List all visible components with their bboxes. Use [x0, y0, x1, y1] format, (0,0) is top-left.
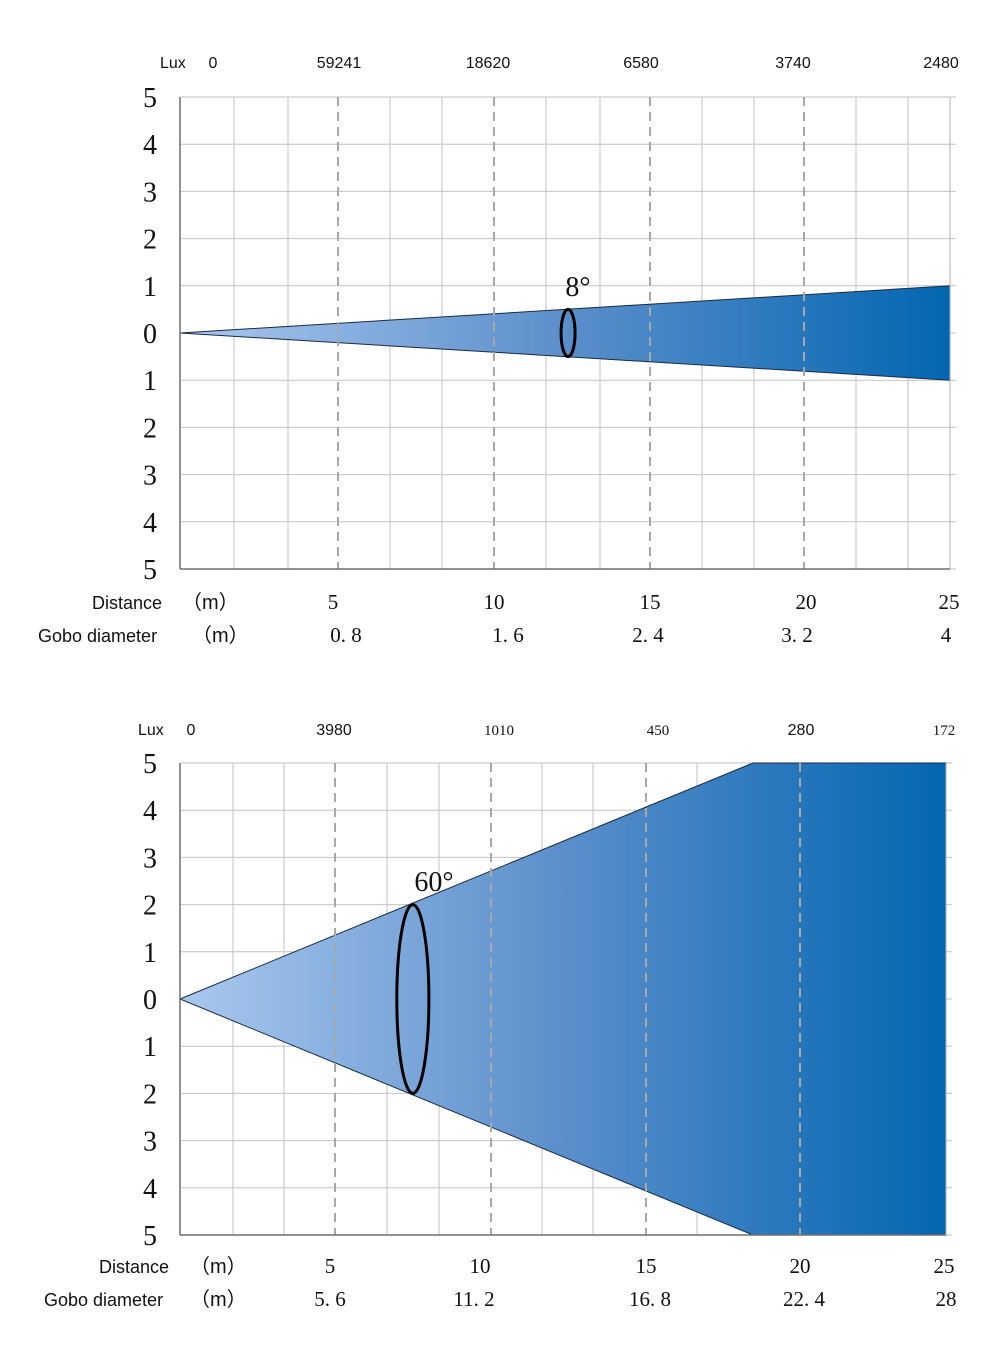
y-tick-label: 5 — [143, 1221, 157, 1252]
y-tick-label: 2 — [143, 413, 157, 444]
beam-cone — [178, 762, 947, 1236]
y-tick-label: 5 — [143, 83, 157, 114]
y-tick-label: 3 — [143, 461, 157, 492]
lux-value: 6580 — [623, 55, 659, 72]
distance-value: 20 — [790, 1254, 811, 1278]
y-tick-label: 3 — [143, 843, 157, 874]
distance-value: 10 — [470, 1254, 491, 1278]
y-tick-label: 2 — [143, 891, 157, 922]
gobo-diameter-value: 4 — [941, 623, 952, 647]
y-tick-label: 0 — [143, 985, 157, 1016]
gobo-diameter-value: 5. 6 — [314, 1287, 346, 1311]
y-tick-label: 4 — [143, 796, 157, 827]
distance-value: 15 — [640, 590, 661, 614]
distance-label: Distance — [99, 1257, 169, 1277]
y-tick-label: 3 — [143, 177, 157, 208]
lux-value: 2480 — [923, 55, 959, 72]
y-tick-label: 1 — [143, 938, 157, 969]
gobo-diameter-value: 22. 4 — [783, 1287, 826, 1311]
y-tick-label: 5 — [143, 555, 157, 586]
y-tick-label: 3 — [143, 1127, 157, 1158]
distance-value: 25 — [934, 1254, 955, 1278]
gobo-diameter-value: 0. 8 — [330, 623, 362, 647]
gobo-diameter-value: 28 — [936, 1287, 957, 1311]
y-tick-label: 4 — [143, 1174, 157, 1205]
lux-value: 0 — [187, 722, 196, 739]
y-tick-label: 1 — [143, 272, 157, 303]
distance-value: 5 — [328, 590, 339, 614]
y-tick-label: 4 — [143, 508, 157, 539]
distance-unit: （m） — [182, 591, 239, 614]
lux-value: 450 — [647, 723, 670, 739]
gobo-diameter-value: 3. 2 — [781, 623, 813, 647]
gobo-diameter-label: Gobo diameter — [38, 626, 157, 646]
distance-label: Distance — [92, 593, 162, 613]
distance-value: 20 — [796, 590, 817, 614]
y-tick-label: 5 — [143, 749, 157, 780]
gobo-diameter-value: 11. 2 — [453, 1287, 494, 1311]
lux-value: 0 — [209, 55, 218, 72]
y-tick-label: 1 — [143, 366, 157, 397]
lux-value: 1010 — [484, 723, 514, 739]
gobo-diameter-value: 2. 4 — [632, 623, 664, 647]
y-tick-label: 4 — [143, 130, 157, 161]
y-tick-label: 2 — [143, 1079, 157, 1110]
gobo-diameter-ellipse — [395, 903, 431, 1095]
lux-value: 18620 — [466, 55, 511, 72]
chart-60-degree: 60°Lux 0 3980 1010 450 280 17254321012345Dista… — [44, 722, 957, 1311]
gobo-diameter-unit: （m） — [192, 624, 249, 647]
gobo-diameter-label: Gobo diameter — [44, 1290, 163, 1310]
lux-label: Lux — [160, 55, 186, 72]
lux-value: 3740 — [775, 55, 811, 72]
gobo-diameter-value: 16. 8 — [629, 1287, 671, 1311]
chart-8-degree: 8°Lux 0 59241 18620 6580 3740 248054321012345D… — [38, 55, 960, 647]
lux-value: 172 — [933, 723, 956, 739]
gobo-diameter-ellipse — [559, 307, 577, 359]
distance-unit: （m） — [190, 1255, 247, 1278]
gobo-diameter-unit: （m） — [190, 1288, 247, 1311]
y-tick-label: 0 — [143, 319, 157, 350]
gobo-diameter-value: 1. 6 — [492, 623, 524, 647]
distance-value: 25 — [939, 590, 960, 614]
beam-angle-label: 60° — [414, 867, 453, 898]
distance-value: 5 — [325, 1254, 336, 1278]
distance-value: 15 — [636, 1254, 657, 1278]
lux-value: 59241 — [317, 55, 362, 72]
lux-label: Lux — [138, 722, 164, 739]
lux-value: 3980 — [316, 722, 352, 739]
distance-value: 10 — [484, 590, 505, 614]
y-tick-label: 2 — [143, 225, 157, 256]
y-tick-label: 1 — [143, 1032, 157, 1063]
lux-value: 280 — [788, 722, 815, 739]
beam-angle-label: 8° — [565, 272, 590, 303]
